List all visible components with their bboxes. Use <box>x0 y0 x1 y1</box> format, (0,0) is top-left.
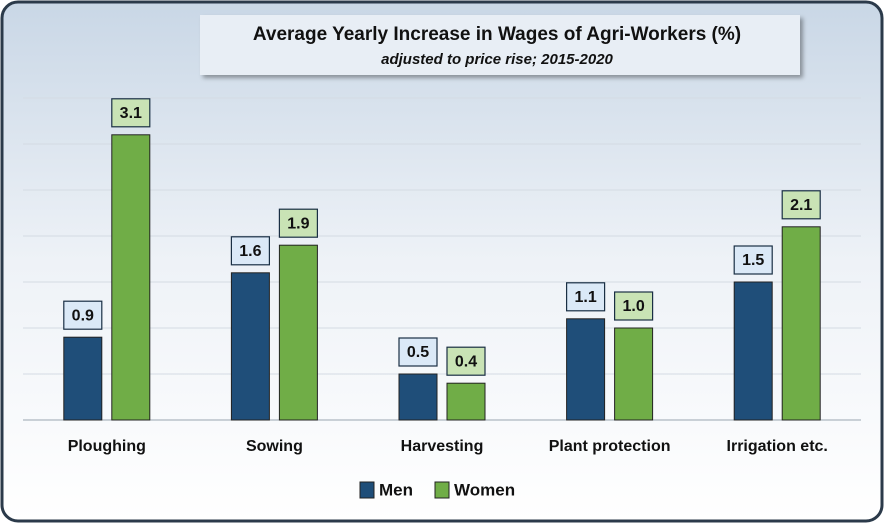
bar <box>63 336 103 421</box>
bar <box>398 373 438 421</box>
value-label-box <box>733 245 773 275</box>
x-tick-label: Ploughing <box>68 438 146 455</box>
bar <box>566 318 606 421</box>
x-tick-label: Sowing <box>246 438 303 455</box>
value-label: 0.5 <box>407 344 429 361</box>
bar <box>446 382 486 421</box>
plot: Ploughing 0.9 3.1 Sowing 1.6 1.9 Harvesting 0.5… <box>23 97 861 499</box>
value-label: 3.1 <box>120 105 142 122</box>
value-label: 1.1 <box>574 289 596 306</box>
value-label-box <box>398 337 438 367</box>
legend-swatch <box>359 481 375 499</box>
title-box <box>200 15 800 75</box>
value-label-box <box>111 98 151 128</box>
x-tick-label: Irrigation etc. <box>727 438 828 455</box>
bar <box>278 244 318 421</box>
bar <box>781 226 821 421</box>
chart-title: Average Yearly Increase in Wages of Agri… <box>253 24 741 45</box>
value-label: 1.9 <box>287 215 309 232</box>
bar <box>230 272 270 421</box>
x-tick-label: Harvesting <box>401 438 484 455</box>
legend-label: Men <box>379 480 413 499</box>
value-label: 1.0 <box>622 298 644 315</box>
bar <box>614 327 654 421</box>
value-label-box <box>446 346 486 376</box>
value-label: 0.4 <box>455 353 477 370</box>
x-tick-label: Plant protection <box>549 438 671 455</box>
value-label-box <box>613 291 654 321</box>
bar <box>111 134 151 421</box>
value-label-box <box>278 208 318 238</box>
value-label: 1.6 <box>239 243 261 260</box>
value-label: 2.1 <box>790 197 812 214</box>
legend-swatch <box>434 481 450 499</box>
value-label: 0.9 <box>72 307 94 324</box>
value-label-box <box>781 190 821 220</box>
value-label-box <box>565 282 606 312</box>
value-label: 1.5 <box>742 252 764 269</box>
value-label-box <box>230 236 270 266</box>
chart-subtitle: adjusted to price rise; 2015-2020 <box>381 51 613 68</box>
legend-label: Women <box>454 480 515 499</box>
bar <box>733 281 773 421</box>
value-label-box <box>63 300 103 330</box>
